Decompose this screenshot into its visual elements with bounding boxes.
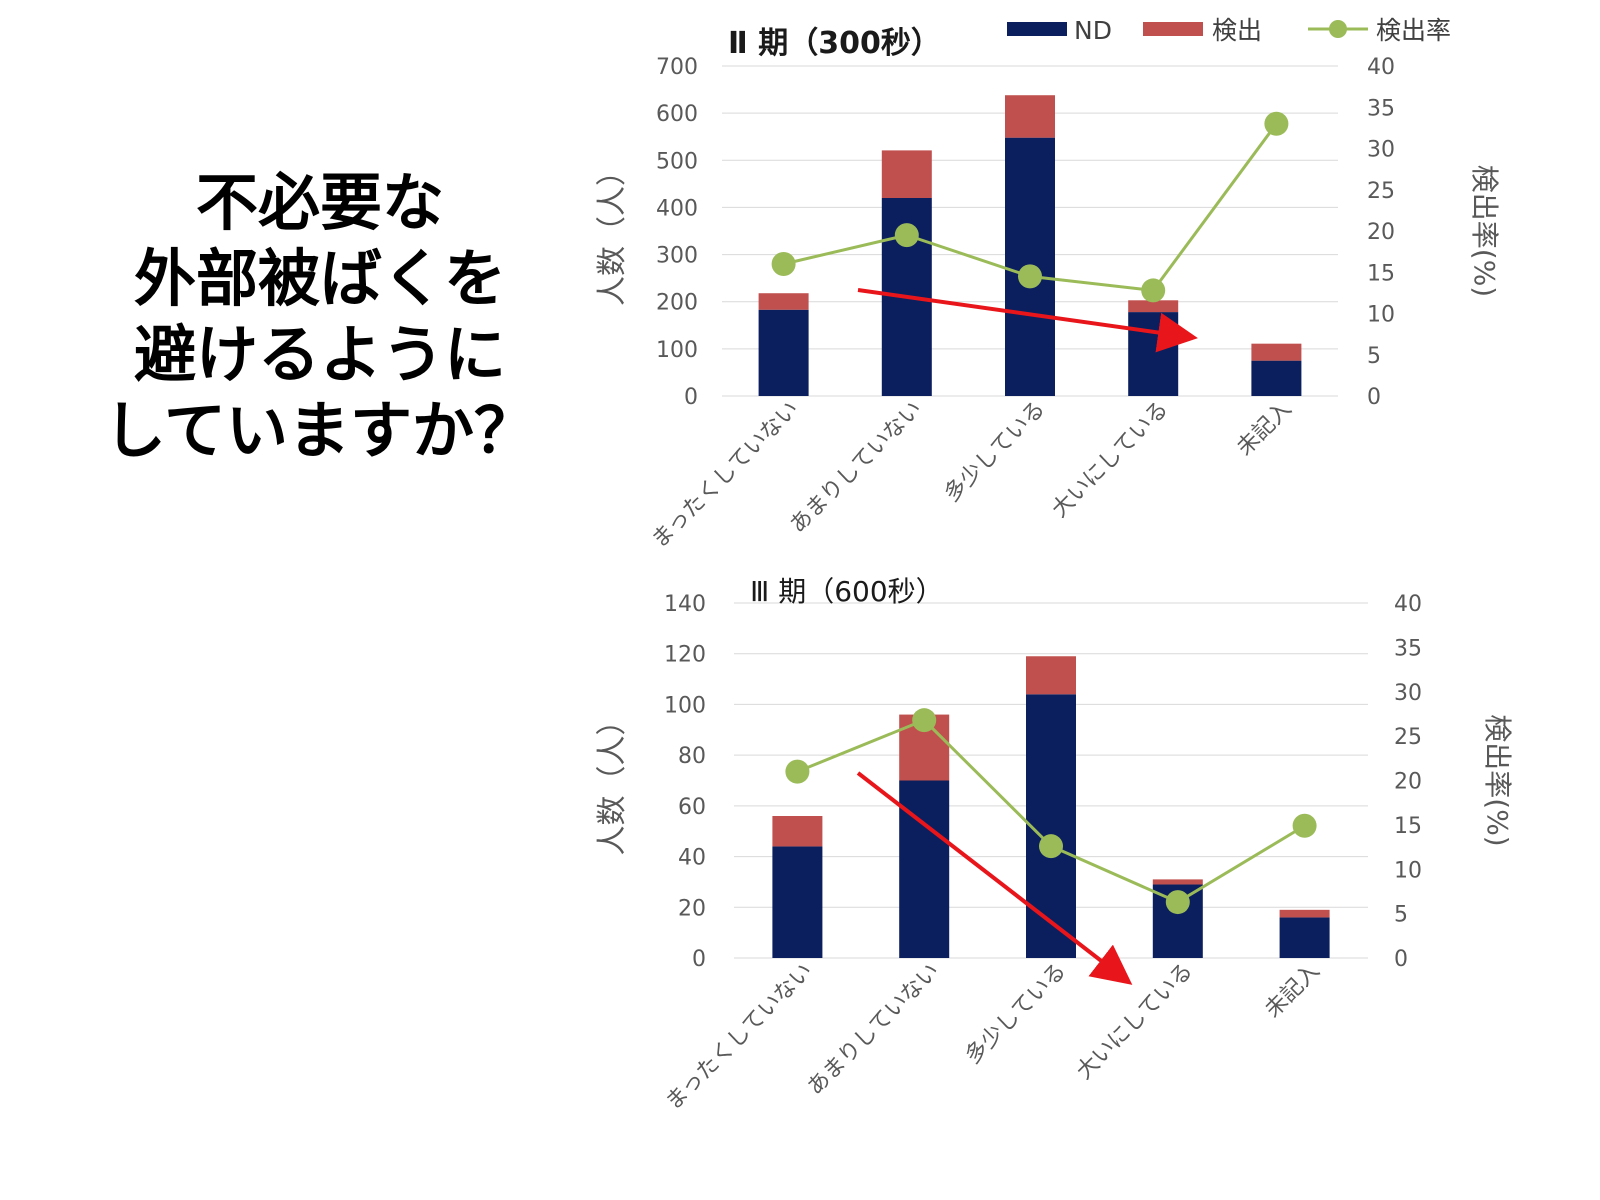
bar-detected — [1005, 95, 1055, 138]
bar-detected — [881, 150, 932, 198]
bar-nd — [1026, 694, 1076, 958]
y2-tick-label: 25 — [1394, 725, 1422, 750]
y-tick-label: 140 — [664, 592, 706, 617]
y2-tick-label: 10 — [1367, 303, 1395, 328]
y-tick-label: 80 — [678, 744, 706, 769]
y2-tick-label: 35 — [1394, 636, 1422, 661]
y2-tick-label: 35 — [1367, 96, 1395, 121]
detection-rate-point — [1264, 111, 1289, 136]
bar-detected — [1128, 300, 1179, 313]
category-label: あまりしていない — [803, 959, 945, 1101]
legend-swatch-rate-point — [1329, 20, 1347, 38]
legend-swatch-detected — [1143, 22, 1203, 36]
category-label: 未記入 — [1260, 959, 1324, 1023]
chart-1: 0 100 200 300 400 500 600 700 0 5 10 15 20 25 30 35 40 まっ… — [595, 26, 1501, 553]
legend-label: 検出率 — [1376, 16, 1451, 45]
question-line-3: 避けるように — [133, 318, 506, 391]
category-label: あまりしていない — [785, 397, 927, 539]
bar-nd — [1128, 312, 1179, 396]
y2-axis-label: 検出率(%) — [1481, 714, 1514, 846]
category-label: 多少している — [940, 397, 1051, 508]
y2-tick-label: 15 — [1394, 814, 1422, 839]
category-label: 大いにしている — [1072, 959, 1198, 1085]
bar-detected — [758, 293, 809, 310]
bar-nd — [758, 309, 809, 396]
y2-tick-label: 40 — [1394, 592, 1422, 617]
y2-tick-label: 5 — [1394, 903, 1408, 928]
bar-detected — [1279, 909, 1330, 918]
y2-tick-label: 30 — [1394, 681, 1422, 706]
detection-rate-point — [1018, 264, 1042, 289]
chart-title: Ⅱ 期（300秒） — [728, 26, 941, 61]
detection-rate-point — [894, 223, 919, 248]
y-tick-label: 100 — [656, 338, 698, 363]
bar-detected — [772, 816, 823, 847]
detection-rate-point — [771, 252, 796, 276]
legend: ND 検出 検出率 — [1007, 16, 1451, 45]
category-label: 未記入 — [1232, 397, 1296, 461]
detection-rate-point — [1165, 890, 1190, 915]
y-tick-label: 500 — [656, 149, 698, 174]
trend-arrow — [857, 288, 1198, 353]
bar-detected — [1251, 343, 1302, 361]
y-tick-label: 20 — [678, 896, 706, 921]
y-tick-label: 120 — [664, 643, 706, 668]
y-tick-label: 700 — [656, 55, 698, 80]
y2-tick-label: 15 — [1367, 261, 1395, 286]
y-tick-label: 300 — [656, 244, 698, 269]
detection-rate-point — [1039, 834, 1063, 859]
legend-swatch-nd — [1007, 22, 1067, 36]
detection-rate-point — [785, 759, 810, 784]
y2-tick-label: 10 — [1394, 858, 1422, 883]
question-line-1: 不必要な — [195, 166, 444, 239]
detection-rate-point — [912, 708, 937, 733]
bar-nd — [1251, 360, 1302, 396]
y2-tick-label: 25 — [1367, 179, 1395, 204]
y-tick-label: 100 — [664, 693, 706, 718]
chart-2: 0 20 40 60 80 100 120 140 0 5 10 15 20 25 30 35 40 まったくして… — [595, 575, 1514, 1115]
category-label: 大いにしている — [1047, 397, 1173, 523]
chart-title: Ⅲ 期（600秒） — [750, 575, 944, 608]
legend-label: ND — [1074, 16, 1112, 45]
y2-tick-label: 40 — [1367, 55, 1395, 80]
y-tick-label: 40 — [678, 846, 706, 871]
category-label: 多少している — [961, 959, 1072, 1070]
category-label: まったくしていない — [661, 959, 818, 1116]
detection-rate-point — [1292, 813, 1317, 838]
y-tick-label: 0 — [692, 947, 706, 972]
bar-nd — [899, 780, 950, 958]
detection-rate-point — [1141, 278, 1166, 303]
bar-nd — [1279, 917, 1330, 958]
y-axis-label: 人数（人） — [595, 706, 630, 856]
y2-axis-label: 検出率(%) — [1468, 165, 1501, 297]
bar-detected — [1026, 656, 1076, 695]
y2-tick-label: 0 — [1394, 947, 1408, 972]
y2-tick-label: 20 — [1394, 770, 1422, 795]
category-label: まったくしていない — [647, 397, 804, 554]
legend-label: 検出 — [1212, 16, 1262, 45]
y2-tick-label: 5 — [1367, 344, 1381, 369]
y-tick-label: 200 — [656, 291, 698, 316]
question-line-2: 外部被ばくを — [133, 242, 506, 315]
y-tick-label: 0 — [684, 385, 698, 410]
y-tick-label: 600 — [656, 102, 698, 127]
trend-arrow — [856, 771, 1133, 985]
question-line-4: していますか？ — [103, 394, 537, 467]
y-tick-label: 400 — [656, 196, 698, 221]
y2-tick-label: 0 — [1367, 385, 1381, 410]
y2-tick-label: 20 — [1367, 220, 1395, 245]
bar-detected — [1152, 879, 1203, 885]
y-tick-label: 60 — [678, 795, 706, 820]
y2-tick-label: 30 — [1367, 138, 1395, 163]
bar-nd — [772, 846, 823, 958]
y-axis-label: 人数（人） — [595, 156, 630, 306]
question-text: 不必要な 外部被ばくを 避けるように していますか？ — [60, 165, 580, 469]
